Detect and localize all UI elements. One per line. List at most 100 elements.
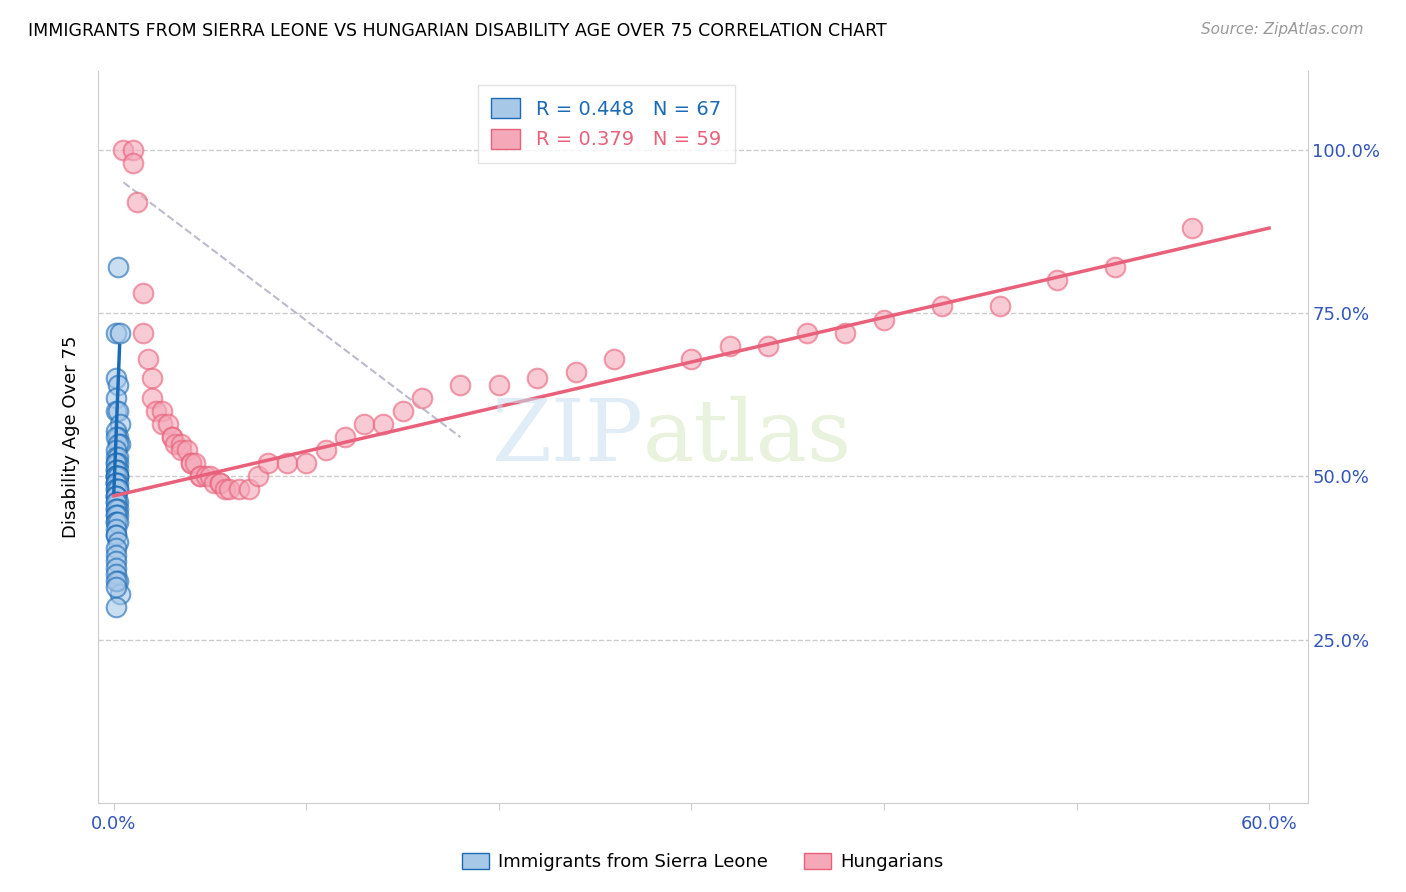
Point [104,424,127,438]
Point [104,483,127,497]
Point [107,469,129,483]
Point [107,436,129,450]
Point [170,443,193,458]
Point [104,483,127,497]
Point [190,469,212,483]
Point [104,456,127,470]
Point [333,430,356,444]
Point [141,391,163,405]
Point [107,430,129,444]
Point [104,489,127,503]
Point [122,143,145,157]
Point [107,456,129,470]
Point [758,339,780,353]
Point [257,456,280,470]
Point [104,430,127,444]
Point [176,443,198,458]
Point [104,475,127,490]
Point [198,469,221,483]
Point [104,391,127,405]
Point [145,404,167,418]
Point [718,339,741,353]
Point [104,469,127,483]
Text: atlas: atlas [643,395,852,479]
Text: ZIP: ZIP [491,395,643,479]
Point [214,483,236,497]
Point [108,436,131,450]
Point [295,456,318,470]
Point [488,377,510,392]
Point [141,371,163,385]
Point [107,502,129,516]
Point [160,430,183,444]
Point [353,417,375,431]
Point [1181,221,1204,235]
Point [107,495,129,509]
Point [150,417,173,431]
Point [373,417,395,431]
Point [104,541,127,555]
Point [104,469,127,483]
Point [104,521,127,535]
Point [202,475,225,490]
Point [104,580,127,594]
Point [107,534,129,549]
Point [104,489,127,503]
Point [104,574,127,588]
Point [107,463,129,477]
Point [104,404,127,418]
Point [104,495,127,509]
Point [107,574,129,588]
Point [104,508,127,523]
Point [104,528,127,542]
Point [104,469,127,483]
Point [228,483,250,497]
Point [218,483,240,497]
Point [796,326,818,340]
Point [104,443,127,458]
Point [112,143,135,157]
Point [195,469,218,483]
Point [108,326,131,340]
Point [190,469,212,483]
Point [208,475,231,490]
Point [315,443,337,458]
Point [107,508,129,523]
Point [834,326,856,340]
Point [108,417,131,431]
Point [104,475,127,490]
Point [565,365,588,379]
Point [411,391,433,405]
Point [603,351,626,366]
Point [104,508,127,523]
Point [183,456,205,470]
Point [526,371,548,385]
Point [931,300,953,314]
Point [276,456,298,470]
Point [104,528,127,542]
Text: Source: ZipAtlas.com: Source: ZipAtlas.com [1201,22,1364,37]
Point [247,469,270,483]
Point [873,312,896,326]
Point [1046,273,1069,287]
Point [104,495,127,509]
Point [107,260,129,275]
Point [107,483,129,497]
Point [180,456,202,470]
Point [238,483,260,497]
Point [104,515,127,529]
Point [107,404,129,418]
Point [104,463,127,477]
Point [104,548,127,562]
Point [681,351,703,366]
Y-axis label: Disability Age Over 75: Disability Age Over 75 [62,335,80,539]
Point [104,502,127,516]
Legend: Immigrants from Sierra Leone, Hungarians: Immigrants from Sierra Leone, Hungarians [456,846,950,879]
Point [104,475,127,490]
Point [104,371,127,385]
Point [156,417,179,431]
Text: IMMIGRANTS FROM SIERRA LEONE VS HUNGARIAN DISABILITY AGE OVER 75 CORRELATION CHA: IMMIGRANTS FROM SIERRA LEONE VS HUNGARIA… [28,22,887,40]
Point [107,469,129,483]
Point [104,567,127,582]
Point [391,404,413,418]
